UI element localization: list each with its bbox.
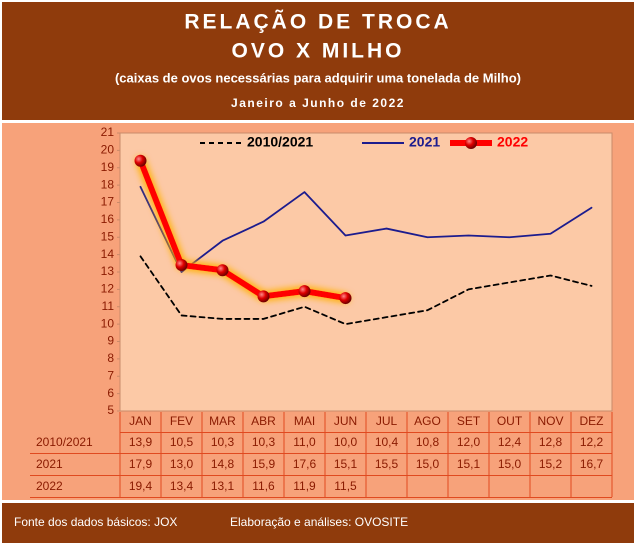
table-cell: 10,5: [170, 435, 194, 449]
y-tick-label: 21: [101, 125, 115, 139]
table-cell: 10,3: [211, 435, 235, 449]
table-cell: 13,9: [129, 435, 153, 449]
x-tick-label: ABR: [251, 414, 276, 428]
y-tick-label: 7: [107, 368, 114, 382]
table-cell: 15,5: [375, 457, 399, 471]
series-marker: [175, 259, 188, 272]
period: Janeiro a Junho de 2022: [231, 96, 405, 110]
y-tick-label: 6: [107, 386, 114, 400]
series-line: [139, 185, 593, 273]
header: [2, 2, 634, 120]
x-tick-label: DEZ: [580, 414, 604, 428]
plot-area: [119, 132, 613, 412]
table-cell: 13,0: [170, 457, 194, 471]
series-marker: [134, 154, 147, 167]
x-tick-label: SET: [457, 414, 481, 428]
y-tick-label: 18: [101, 177, 115, 191]
y-tick-label: 8: [107, 351, 114, 365]
table-row-label: 2010/2021: [36, 435, 93, 449]
table-cell: 15,1: [334, 457, 358, 471]
x-tick-label: JAN: [129, 414, 152, 428]
table-row-label: 2022: [36, 479, 63, 493]
table-cell: 17,6: [293, 457, 317, 471]
table-cell: 15,9: [252, 457, 276, 471]
y-tick-label: 15: [101, 229, 115, 243]
table-cell: 15,0: [498, 457, 522, 471]
x-tick-label: NOV: [537, 414, 563, 428]
x-tick-label: AGO: [414, 414, 441, 428]
table-cell: 15,2: [539, 457, 563, 471]
x-tick-label: MAI: [294, 414, 315, 428]
x-tick-label: OUT: [497, 414, 523, 428]
series-line: [137, 157, 349, 302]
legend-marker: [465, 137, 477, 149]
table-cell: 12,8: [539, 435, 563, 449]
chart-subtitle: OVO X MILHO: [231, 40, 404, 63]
table-cell: 15,0: [416, 457, 440, 471]
legend-label: 2021: [409, 134, 440, 150]
y-tick-label: 17: [101, 195, 115, 209]
y-tick-label: 19: [101, 160, 115, 174]
table-cell: 12,2: [580, 435, 604, 449]
table-cell: 11,5: [334, 479, 357, 493]
table-cell: 16,7: [580, 457, 604, 471]
table-row-label: 2021: [36, 457, 63, 471]
description: (caixas de ovos necessárias para adquiri…: [115, 70, 521, 85]
table-cell: 17,9: [129, 457, 153, 471]
y-tick-label: 10: [101, 316, 115, 330]
table-cell: 14,8: [211, 457, 235, 471]
legend-label: 2010/2021: [247, 134, 313, 150]
table-cell: 13,4: [170, 479, 194, 493]
y-tick-label: 16: [101, 212, 115, 226]
x-tick-label: JUL: [376, 414, 398, 428]
table-cell: 12,4: [498, 435, 522, 449]
credit: Elaboração e análises: OVOSITE: [230, 515, 408, 529]
series-marker: [298, 285, 311, 298]
table-cell: 19,4: [129, 479, 153, 493]
y-tick-label: 9: [107, 334, 114, 348]
table-cell: 10,0: [334, 435, 358, 449]
y-tick-label: 13: [101, 264, 115, 278]
table-cell: 13,1: [211, 479, 235, 493]
series-marker: [339, 292, 352, 305]
table-cell: 10,3: [252, 435, 276, 449]
table-cell: 10,8: [416, 435, 440, 449]
table-cell: 10,4: [375, 435, 399, 449]
series-marker: [257, 290, 270, 303]
y-tick-label: 20: [101, 143, 115, 157]
table-cell: 12,0: [457, 435, 481, 449]
table-cell: 11,0: [293, 435, 316, 449]
x-tick-label: JUN: [334, 414, 357, 428]
legend-label: 2022: [497, 134, 528, 150]
x-tick-label: MAR: [209, 414, 236, 428]
table-cell: 15,1: [457, 457, 481, 471]
y-tick-label: 11: [102, 299, 115, 313]
series-marker: [216, 264, 229, 277]
y-tick-label: 5: [107, 403, 114, 417]
y-tick-label: 14: [101, 247, 115, 261]
table-cell: 11,9: [293, 479, 316, 493]
footer: [2, 503, 634, 543]
chart-title: RELAÇÃO DE TROCA: [184, 11, 451, 34]
series-line: [139, 255, 593, 326]
table-cell: 11,6: [252, 479, 275, 493]
source: Fonte dos dados básicos: JOX: [14, 515, 177, 529]
x-tick-label: FEV: [170, 414, 193, 428]
y-tick-label: 12: [101, 282, 115, 296]
